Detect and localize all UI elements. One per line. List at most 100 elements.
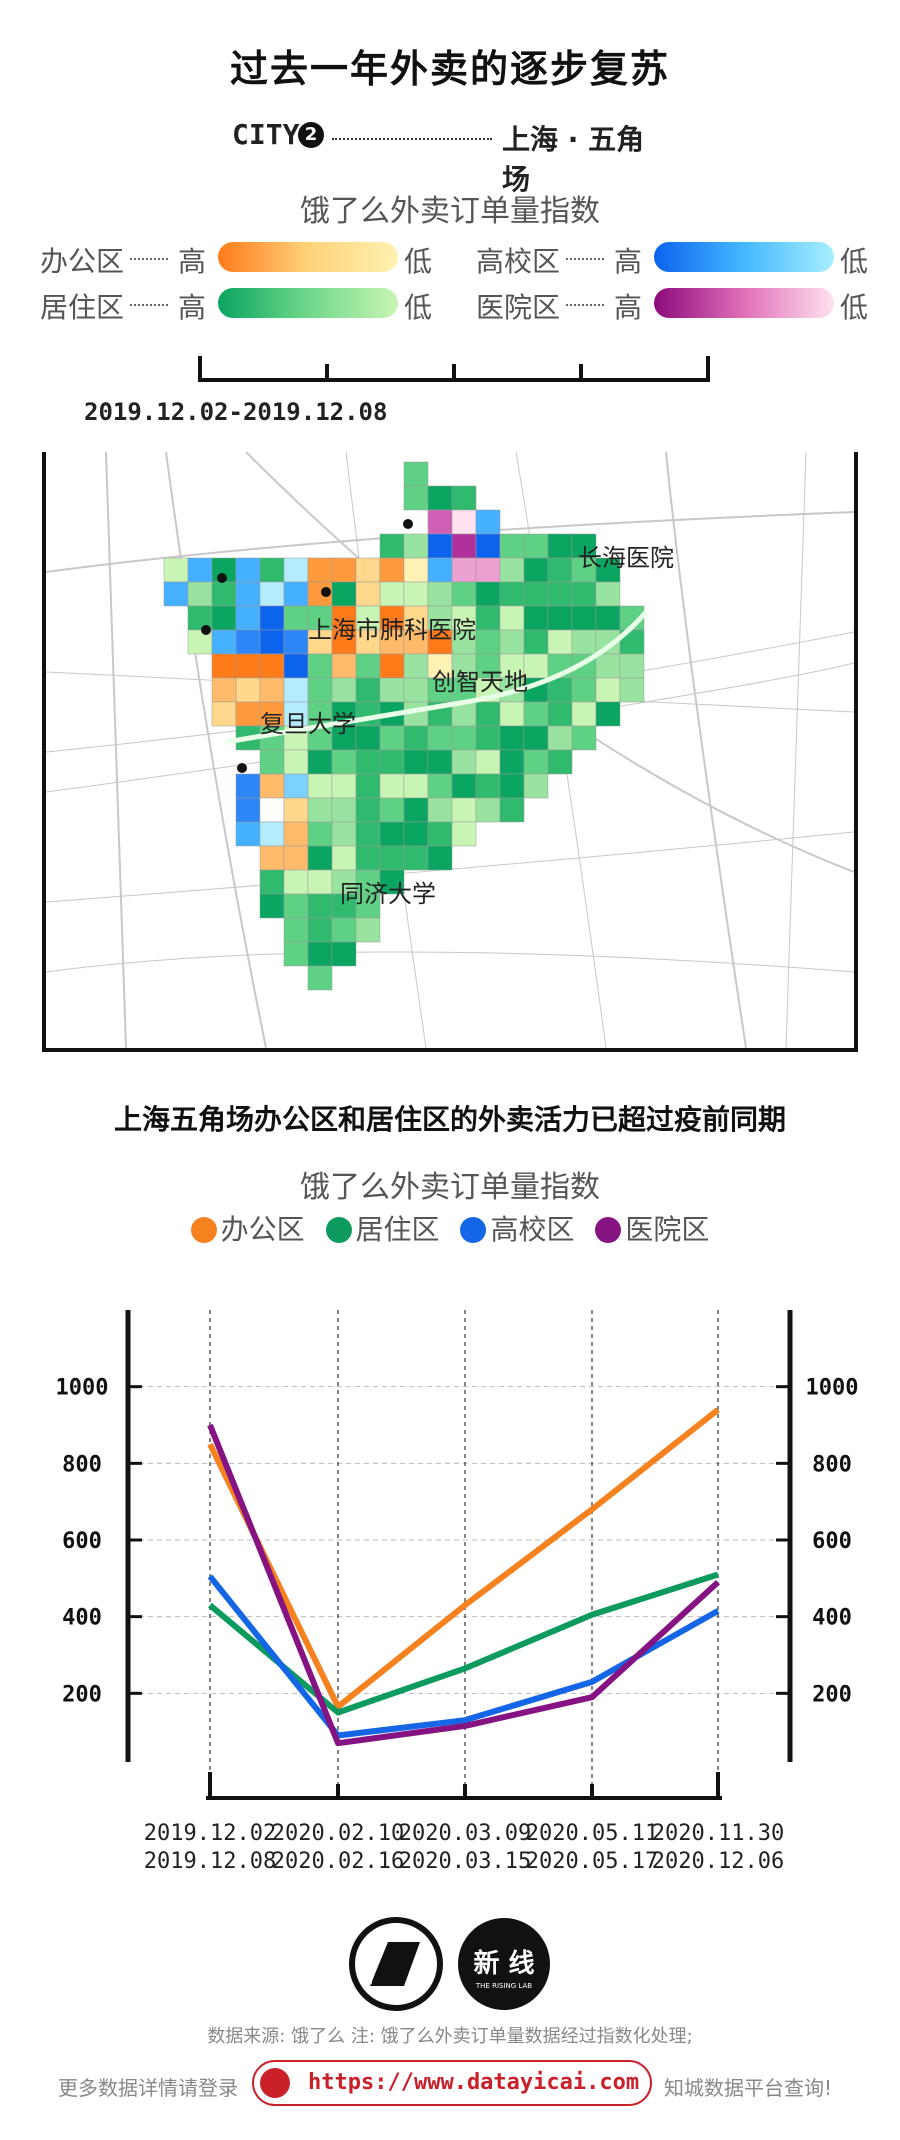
heat-cell <box>499 557 525 583</box>
logo-text: 新 线 <box>473 1948 534 1979</box>
legend-dot-hospital <box>595 1217 622 1243</box>
heat-cell <box>475 797 501 823</box>
dotted-leader <box>130 304 168 306</box>
heat-cell <box>475 749 501 775</box>
city-row: CITY 2 上海 · 五角场 <box>232 118 672 196</box>
heat-cell <box>355 821 381 847</box>
heat-cell <box>427 533 453 559</box>
heat-cell <box>259 677 285 703</box>
heat-cell <box>451 821 477 847</box>
heat-cell <box>283 917 309 943</box>
heat-cell <box>355 629 381 655</box>
heat-cell <box>355 581 381 607</box>
dotted-leader <box>332 138 492 140</box>
heat-cell <box>355 893 381 919</box>
heat-cell <box>283 749 309 775</box>
heat-cell <box>355 725 381 751</box>
street-line <box>785 452 807 1048</box>
heat-cell <box>331 677 357 703</box>
heatmap-map: 长海医院 上海市肺科医院 创智天地 复旦大学 同济大学 <box>42 452 858 1052</box>
heat-cell <box>475 725 501 751</box>
legend-hospital-low: 低 <box>840 291 869 324</box>
heat-cell <box>547 533 573 559</box>
place-marker-dot <box>201 625 211 635</box>
heat-cell <box>355 749 381 775</box>
x-tick-label-start: 2019.12.02 <box>144 1821 276 1846</box>
heat-cell <box>211 701 237 727</box>
heat-cell <box>379 581 405 607</box>
heat-cell <box>451 581 477 607</box>
heat-cell <box>403 725 429 751</box>
street-line <box>105 452 127 1048</box>
heat-cell <box>427 509 453 535</box>
heat-cell <box>403 845 429 871</box>
heat-cell <box>523 629 549 655</box>
heat-cell <box>235 701 261 727</box>
heat-cell <box>235 557 261 583</box>
legend-hospital-gradient <box>654 288 834 318</box>
heat-cell <box>379 533 405 559</box>
heat-cell <box>451 725 477 751</box>
y-tick-label-right: 400 <box>812 1606 852 1631</box>
heat-cell <box>499 605 525 631</box>
legend-item-residential: 居住区 <box>325 1208 440 1248</box>
x-tick-label-start: 2020.03.09 <box>399 1821 531 1846</box>
heat-cell <box>523 653 549 679</box>
line-chart-title: 上海五角场办公区和居住区的外卖活力已超过疫前同期 <box>113 1103 786 1136</box>
heat-cell <box>355 701 381 727</box>
heat-cell <box>307 845 333 871</box>
heat-cell <box>571 605 597 631</box>
heat-cell <box>403 581 429 607</box>
heat-cell <box>235 773 261 799</box>
green-path <box>225 610 648 745</box>
url-link[interactable]: https://www.datayicai.com <box>308 2070 640 2095</box>
x-tick-label-end: 2019.12.08 <box>144 1849 276 1874</box>
heat-cell <box>331 581 357 607</box>
heat-cell <box>235 629 261 655</box>
heat-cell <box>451 749 477 775</box>
heat-cell <box>547 557 573 583</box>
heat-cell <box>283 869 309 895</box>
heat-cell <box>283 797 309 823</box>
heat-cell <box>307 749 333 775</box>
heat-cell <box>595 581 621 607</box>
heat-cell <box>259 629 285 655</box>
street-line <box>165 452 267 1048</box>
heat-cell <box>379 629 405 655</box>
heat-cell <box>307 965 333 991</box>
heat-cell <box>283 629 309 655</box>
street-line <box>46 951 854 973</box>
heat-cell <box>259 557 285 583</box>
heat-cell <box>379 749 405 775</box>
heat-cell <box>499 581 525 607</box>
heat-cell <box>211 581 237 607</box>
timeline-bracket <box>198 356 710 382</box>
heat-cell <box>355 653 381 679</box>
legend-item-hospital: 医院区 <box>595 1208 709 1248</box>
url-link-box[interactable]: https://www.datayicai.com <box>252 2060 652 2106</box>
heat-cell <box>379 869 405 895</box>
heat-cell <box>259 605 285 631</box>
city-number-badge: 2 <box>298 122 324 148</box>
map-date-range: 2019.12.02-2019.12.08 <box>84 398 388 426</box>
heat-cell <box>547 701 573 727</box>
heat-cell <box>355 797 381 823</box>
heat-cell <box>451 773 477 799</box>
heat-cell <box>283 557 309 583</box>
heat-cell <box>283 581 309 607</box>
platform-text: 知城数据平台查询! <box>664 2076 833 2100</box>
place-marker-dot <box>403 519 413 529</box>
heat-cell <box>211 653 237 679</box>
line-chart: 200 200 400 400 600 600 800 800 1000 1000 2019.12.… <box>56 1310 858 1874</box>
brand-logo-icon <box>349 1917 443 2011</box>
heat-cell <box>235 797 261 823</box>
site-icon <box>260 2068 290 2098</box>
legend-office-high: 高 <box>178 245 207 278</box>
heat-cell <box>331 917 357 943</box>
heat-cell <box>379 557 405 583</box>
y-tick-label-right: 800 <box>812 1452 852 1477</box>
legend-text-residential: 居住区 <box>355 1213 440 1246</box>
heat-cell <box>451 557 477 583</box>
place-label-chuangzhi: 创智天地 <box>432 668 528 696</box>
heat-cell <box>475 557 501 583</box>
